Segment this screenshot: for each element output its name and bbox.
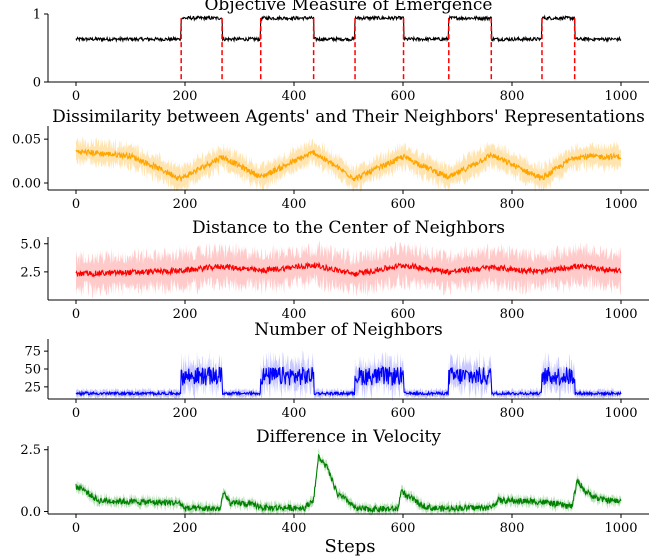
panel-2-xtick-label-3: 600	[391, 197, 416, 212]
panel-4-ytick-label-0: 25	[24, 380, 41, 395]
panel-4-xtick-label-3: 600	[391, 406, 416, 421]
panel-3-ytick-label-0: 2.5	[20, 265, 41, 280]
panel-3-xtick-label-2: 400	[282, 307, 307, 322]
panel-3-line	[75, 261, 622, 278]
panel-4-xtick-label-2: 400	[282, 406, 307, 421]
panel-5-band	[76, 448, 621, 516]
panel-5-xtick-label-2: 400	[282, 521, 307, 536]
panel-2-band	[76, 136, 621, 192]
panel-1-xtick-label-5: 1000	[604, 89, 637, 104]
panel-2-title: Dissimilarity between Agents' and Their …	[52, 107, 645, 127]
panel-1-xtick-label-3: 600	[391, 89, 416, 104]
panel-4-xtick-label-5: 1000	[604, 406, 637, 421]
panel-1-xtick-label-4: 800	[500, 89, 525, 104]
panel-2-xtick-label-2: 400	[282, 197, 307, 212]
panel-5-xtick-label-1: 200	[173, 521, 198, 536]
panel-3-ytick-label-1: 5.0	[20, 237, 41, 252]
panel-1-ytick-label-1: 1	[33, 8, 41, 23]
panel-5-ytick-label-1: 2.5	[20, 443, 41, 458]
panel-5-ytick-label-0: 0.0	[20, 505, 41, 520]
panel-5-title: Difference in Velocity	[256, 427, 441, 447]
panel-3-xtick-label-1: 200	[173, 307, 198, 322]
panel-5-xtick-label-5: 1000	[604, 521, 637, 536]
panel-3-xtick-label-0: 0	[72, 307, 80, 322]
panel-2-ytick-label-0: 0.00	[12, 176, 41, 191]
panel-1-xtick-label-1: 200	[173, 89, 198, 104]
panel-5-line	[75, 453, 622, 514]
x-axis-label: Steps	[325, 536, 376, 557]
panel-2-xtick-label-4: 800	[500, 197, 525, 212]
panel-4-ytick-label-1: 50	[24, 363, 41, 378]
panel-3-xtick-label-3: 600	[391, 307, 416, 322]
panel-4-band	[76, 349, 621, 401]
panel-4-xtick-label-1: 200	[173, 406, 198, 421]
panel-5-xtick-label-3: 600	[391, 521, 416, 536]
panel-4-xtick-label-0: 0	[72, 406, 80, 421]
panel-5-xtick-label-4: 800	[500, 521, 525, 536]
panel-2-line	[75, 148, 622, 182]
panel-1-xtick-label-0: 0	[72, 89, 80, 104]
panel-4-line	[75, 365, 622, 397]
panel-4-title: Number of Neighbors	[254, 320, 443, 340]
panel-4-xtick-label-4: 800	[500, 406, 525, 421]
panel-1-line	[75, 14, 622, 43]
panel-1-title: Objective Measure of Emergence	[205, 0, 493, 15]
panel-2-xtick-label-1: 200	[173, 197, 198, 212]
panel-2-ytick-label-1: 0.05	[12, 133, 41, 148]
panel-3-xtick-label-5: 1000	[604, 307, 637, 322]
panel-4-ytick-label-2: 75	[24, 345, 41, 360]
panel-3-xtick-label-4: 800	[500, 307, 525, 322]
panel-1-ytick-label-0: 0	[33, 76, 41, 91]
panel-2-xtick-label-0: 0	[72, 197, 80, 212]
panel-5-xtick-label-0: 0	[72, 521, 80, 536]
panel-2-xtick-label-5: 1000	[604, 197, 637, 212]
panel-1-xtick-label-2: 400	[282, 89, 307, 104]
panel-3-title: Distance to the Center of Neighbors	[192, 218, 505, 238]
